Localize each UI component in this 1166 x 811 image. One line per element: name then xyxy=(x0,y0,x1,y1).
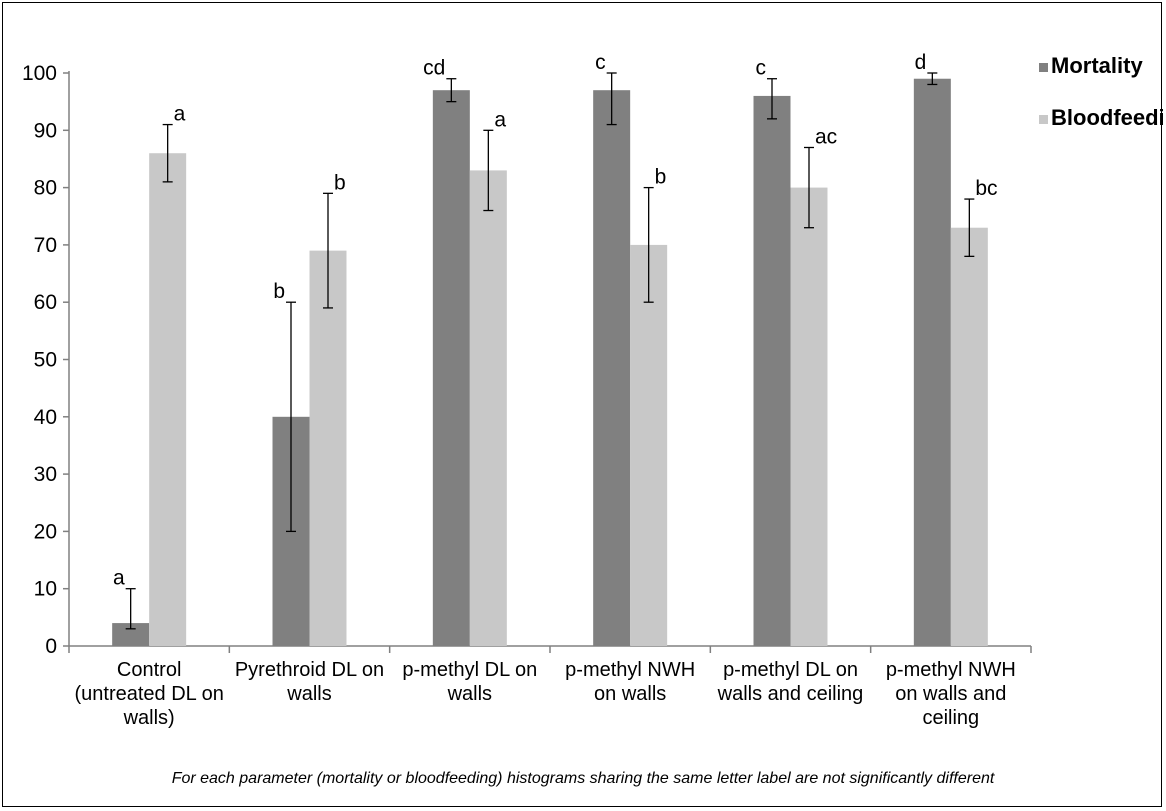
bar-bloodfeeding xyxy=(790,187,828,646)
legend-swatch xyxy=(1039,63,1048,72)
category-label-line: (untreated DL on xyxy=(74,683,223,705)
significance-label: ac xyxy=(815,125,837,148)
significance-label: c xyxy=(756,57,767,80)
y-tick-label: 60 xyxy=(34,291,57,314)
bar-mortality xyxy=(432,90,470,646)
y-tick-label: 10 xyxy=(34,578,57,601)
y-tick-label: 100 xyxy=(22,62,57,85)
y-tick-label: 40 xyxy=(34,406,57,429)
footnote: For each parameter (mortality or bloodfe… xyxy=(172,770,995,787)
bar-chart: 0 10 20 30 40 50 60 70 80 90 100 Control (untreated … xyxy=(22,51,1163,787)
category-label-line: Control xyxy=(117,659,181,681)
significance-label: bc xyxy=(975,177,997,200)
bar-bloodfeeding xyxy=(630,244,668,646)
y-tick-label: 70 xyxy=(34,234,57,257)
y-tick-label: 90 xyxy=(34,119,57,142)
category-label-line: walls and ceiling xyxy=(717,683,864,705)
category-label-line: p-methyl DL on xyxy=(402,659,537,681)
category-label-line: ceiling xyxy=(922,707,979,729)
category-label: p-methyl NWH on walls xyxy=(565,659,695,705)
legend-label: Mortality xyxy=(1051,53,1143,78)
legend: Mortality Bloodfeeding xyxy=(1039,53,1163,130)
category-label-line: p-methyl NWH xyxy=(565,659,695,681)
category-label: Pyrethroid DL on walls xyxy=(235,659,384,705)
category-label: p-methyl DL on walls and ceiling xyxy=(717,659,864,705)
category-label-line: walls xyxy=(286,683,331,705)
category-label: p-methyl NWH on walls and ceiling xyxy=(886,659,1016,729)
bar-bloodfeeding xyxy=(149,153,187,646)
category-label-line: walls xyxy=(447,683,492,705)
y-tick-label: 30 xyxy=(34,463,57,486)
significance-label: b xyxy=(334,171,346,194)
significance-label: d xyxy=(915,51,927,74)
category-label-line: on walls xyxy=(594,683,666,705)
significance-label: b xyxy=(273,280,285,303)
y-tick-label: 50 xyxy=(34,349,57,372)
significance-label: a xyxy=(113,567,125,590)
significance-label: a xyxy=(174,103,186,126)
legend-swatch xyxy=(1039,115,1048,124)
legend-label: Bloodfeeding xyxy=(1051,105,1163,130)
bar-mortality xyxy=(913,78,951,647)
bar-bloodfeeding xyxy=(309,250,347,646)
category-label-line: walls) xyxy=(123,707,175,729)
y-tick-label: 0 xyxy=(45,635,57,658)
significance-label: b xyxy=(655,166,667,189)
significance-label: c xyxy=(595,51,606,74)
y-tick-label: 20 xyxy=(34,520,57,543)
axes: 0 10 20 30 40 50 60 70 80 90 100 Control (untreated … xyxy=(22,62,1032,729)
category-label: Control (untreated DL on walls) xyxy=(74,659,223,729)
bar-bloodfeeding xyxy=(950,227,988,646)
bar-bloodfeeding xyxy=(469,170,507,646)
y-tick-label: 80 xyxy=(34,177,57,200)
category-label: p-methyl DL on walls xyxy=(402,659,537,705)
bar-mortality xyxy=(753,95,791,647)
category-label-line: p-methyl NWH xyxy=(886,659,1016,681)
category-label-line: p-methyl DL on xyxy=(723,659,858,681)
category-label-line: Pyrethroid DL on xyxy=(235,659,384,681)
bar-mortality xyxy=(593,90,631,646)
significance-label: cd xyxy=(423,57,445,80)
bar-mortality xyxy=(112,623,150,646)
significance-label: a xyxy=(494,108,506,131)
category-label-line: on walls and xyxy=(895,683,1006,705)
